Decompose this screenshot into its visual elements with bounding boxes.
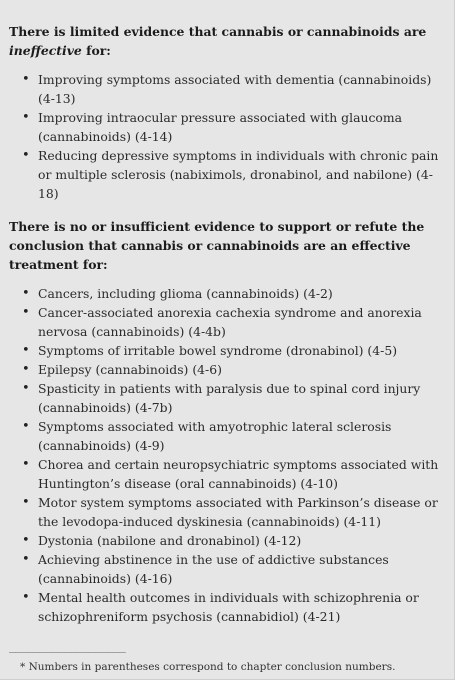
list-item: Epilepsy (cannabinoids) (4-6) [22, 360, 440, 379]
evidence-list: Improving symptoms associated with demen… [9, 70, 440, 203]
list-item: Symptoms of irritable bowel syndrome (dr… [22, 341, 440, 360]
heading-emphasis: ineffective [9, 43, 82, 58]
evidence-list: Cancers, including glioma (cannabinoids)… [9, 284, 440, 626]
list-item: Spasticity in patients with paralysis du… [22, 379, 440, 417]
section-heading: There is no or insufficient evidence to … [9, 219, 425, 272]
heading-text: There is limited evidence that cannabis … [9, 24, 427, 39]
heading-text-end: for: [81, 43, 111, 58]
list-item: Motor system symptoms associated with Pa… [22, 493, 440, 531]
list-item: Improving symptoms associated with demen… [22, 70, 440, 108]
list-item: Cancers, including glioma (cannabinoids)… [22, 284, 440, 303]
footnote: * Numbers in parentheses correspond to c… [20, 661, 396, 673]
list-item: Improving intraocular pressure associate… [22, 108, 440, 146]
list-item: Symptoms associated with amyotrophic lat… [22, 417, 440, 455]
list-item: Achieving abstinence in the use of addic… [22, 550, 440, 588]
section-heading: There is limited evidence that cannabis … [9, 22, 440, 60]
list-item: Dystonia (nabilone and dronabinol) (4-12… [22, 531, 440, 550]
list-item: Cancer-associated anorexia cachexia synd… [22, 303, 440, 341]
section-limited-evidence-ineffective: There is limited evidence that cannabis … [9, 22, 440, 203]
list-item: Chorea and certain neuropsychiatric symp… [22, 455, 440, 493]
footnote-rule: ___________________ [9, 640, 126, 653]
list-item: Mental health outcomes in individuals wi… [22, 588, 440, 626]
list-item: Reducing depressive symptoms in individu… [22, 146, 440, 203]
section-insufficient-evidence: There is no or insufficient evidence to … [9, 217, 440, 626]
